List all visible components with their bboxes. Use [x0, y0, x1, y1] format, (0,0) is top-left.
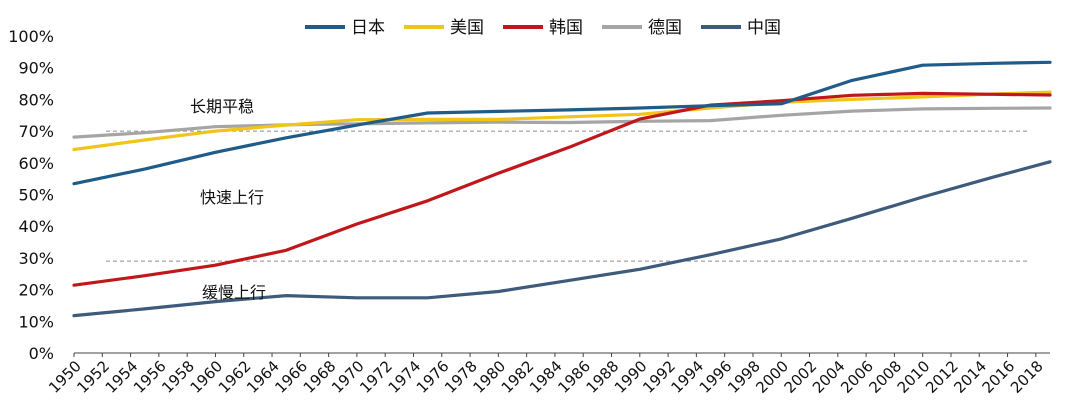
y-tick-label: 70%: [18, 122, 54, 141]
legend-label: 中国: [747, 18, 781, 38]
y-tick-label: 0%: [29, 344, 54, 363]
legend-label: 德国: [648, 18, 682, 38]
series-lines: [72, 60, 1052, 318]
annotation-label: 长期平稳: [190, 97, 254, 116]
y-tick-label: 90%: [18, 59, 54, 78]
y-tick-label: 20%: [18, 281, 54, 300]
annotation-label: 缓慢上行: [202, 283, 266, 302]
y-tick-label: 60%: [18, 154, 54, 173]
y-tick-label: 100%: [8, 27, 54, 46]
legend: 日本 美国 韩国 德国 中国: [305, 18, 781, 38]
annotation-label: 快速上行: [200, 188, 264, 207]
series-line-1: [72, 90, 1052, 152]
y-tick-label: 80%: [18, 90, 54, 109]
legend-label: 日本: [351, 18, 385, 38]
legend-label: 美国: [450, 18, 484, 38]
y-tick-label: 40%: [18, 217, 54, 236]
reference-lines: [106, 130, 1030, 262]
y-tick-label: 50%: [18, 186, 54, 205]
y-axis: 0% 10% 20% 30% 40% 50% 60% 70% 80% 90% 100%: [8, 27, 54, 363]
y-tick-label: 30%: [18, 249, 54, 268]
series-line-3: [72, 106, 1052, 139]
x-tick-label: 2018: [1007, 357, 1047, 397]
x-axis: 1950195219541956195819601962196419661968…: [45, 352, 1050, 397]
legend-label: 韩国: [549, 18, 583, 38]
y-tick-label: 10%: [18, 312, 54, 331]
series-line-0: [72, 60, 1052, 186]
series-line-4: [72, 160, 1052, 318]
series-line-2: [72, 91, 1052, 287]
